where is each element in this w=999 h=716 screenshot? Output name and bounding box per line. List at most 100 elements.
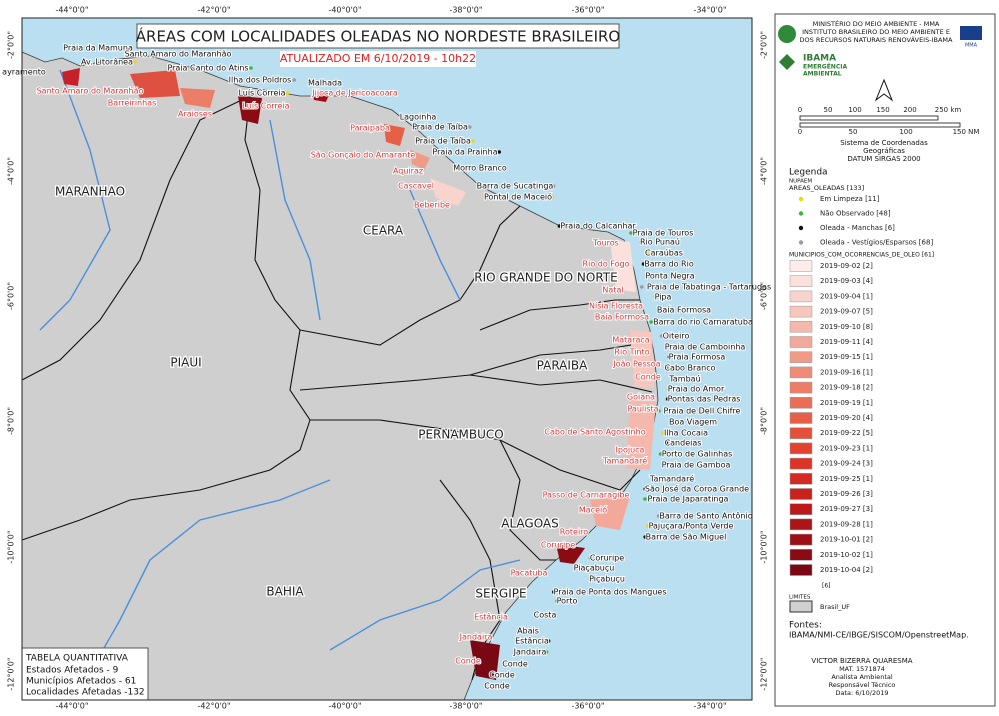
legend-label: 2019-09-27 [3] <box>820 505 873 513</box>
locality-dot <box>643 487 647 491</box>
legend-subtitle: MUNICIPIOS_COM_OCORRENCIAS_DE_OLEO [61] <box>789 252 934 259</box>
locality-label: Santo Amaro do Maranhão <box>125 50 232 59</box>
locality-dot <box>432 115 437 119</box>
locality-dot <box>661 431 665 435</box>
municipality-label: Maceió <box>579 505 607 515</box>
legend-swatch <box>789 473 813 485</box>
scale-label: 150 NM <box>953 128 980 136</box>
state-label: PARAIBA <box>537 359 589 373</box>
legend-label: 2019-09-20 [4] <box>820 414 873 422</box>
lon-tick-label: -40°0'0" <box>328 702 361 711</box>
municipality-label: Passo de Carnaragibe <box>543 491 630 500</box>
municipality-label: Conde <box>455 657 481 666</box>
scale-label: 150 <box>876 106 889 114</box>
legend-swatch <box>789 397 813 409</box>
scale-bar <box>799 115 939 121</box>
table-row: Localidades Afetadas -132 <box>26 688 145 698</box>
locality-dot <box>588 577 593 581</box>
locality-dot <box>664 345 669 349</box>
locality-dot <box>640 285 644 289</box>
legend-swatch <box>789 600 813 613</box>
legend: 0 50 100 150 200 250 km 0 50 100 150 NM Em Limpeza… <box>789 106 980 576</box>
legend-label: Oleada - Vestígios/Esparsos [68] <box>820 239 933 247</box>
locality-label: Pontas das Pedras <box>668 395 741 404</box>
rivers <box>39 69 521 691</box>
locality-label: Praia da Mamuna <box>63 44 133 53</box>
locality-dot <box>249 66 253 70</box>
legend-swatch <box>789 427 813 439</box>
locality-dot <box>523 662 527 666</box>
author: Responsável Técnico <box>829 681 896 689</box>
north-arrow <box>874 78 894 102</box>
locality-label: Conde <box>484 682 510 691</box>
locality-dot <box>656 514 661 518</box>
legend-swatch <box>789 564 813 576</box>
legend-subtitle: AREAS_OLEADAS [133] <box>789 184 864 192</box>
scale-label: 250 km <box>935 106 962 114</box>
state-label: PERNAMBUCO <box>418 428 504 442</box>
state-label: SERGIPE <box>475 587 526 601</box>
scale-bar <box>799 122 961 128</box>
state-label: MARANHAO <box>55 185 125 199</box>
locality-dot <box>666 387 671 391</box>
lon-tick-label: -36°0'0" <box>571 6 604 15</box>
locality-label: Piaçabuçu <box>574 564 615 573</box>
legend-swatch <box>789 488 813 500</box>
locality-dot <box>670 420 674 424</box>
locality-label: Av. Litorânea <box>81 58 133 67</box>
locality-label: Coruripe <box>590 554 624 563</box>
lon-tick-label: -34°0'0" <box>693 6 726 15</box>
municipality-label: Nísia Floresta <box>589 302 643 311</box>
locality-label: Pajuçara/Ponta Verde <box>649 522 734 531</box>
sources: Fontes: <box>789 621 822 631</box>
municipality-label: Cabo de Santo Agostinho <box>544 428 645 437</box>
lat-tick-label: -6°0'0" <box>7 282 16 310</box>
locality-dot <box>573 566 577 570</box>
table-title: TABELA QUANTITATIVA <box>25 654 129 664</box>
legend-label: Oleada - Manchas [6] <box>820 224 895 232</box>
lon-tick-label: -44°0'0" <box>55 702 88 711</box>
table-box <box>21 647 149 701</box>
legend-label: Não Observado [48] <box>820 210 891 218</box>
locality-label: Praia do Calcanhar <box>560 222 636 231</box>
municipality-label: Paraipaba <box>350 124 390 133</box>
locality-dot <box>651 477 655 481</box>
lon-tick-label: -38°0'0" <box>449 702 482 711</box>
locality-dot <box>505 684 509 688</box>
legend-swatch <box>789 275 813 287</box>
locality-dot <box>662 463 666 467</box>
legend-swatch <box>789 366 813 379</box>
locality-dot <box>551 184 556 188</box>
municipality-label: Roteiro <box>560 528 588 537</box>
locality-dot <box>643 535 647 539</box>
locality-dot <box>557 224 562 228</box>
locality-dot <box>641 262 646 266</box>
locality-dot <box>471 139 475 143</box>
municipality-label: Paulista <box>627 405 658 414</box>
locality-dot <box>643 497 647 501</box>
locality-label: Candeias <box>665 439 702 448</box>
locality-dot <box>664 441 669 445</box>
municipality-area <box>238 96 262 124</box>
municipality-label: Barreirinhas <box>108 99 157 108</box>
locality-dot <box>646 524 650 528</box>
locality-dot <box>645 274 649 278</box>
legend-label: Em Limpeza [11] <box>820 195 880 203</box>
municipality-label: João Pessoa <box>612 360 660 369</box>
locality-label: Oiteiro <box>663 332 690 341</box>
crs: Sistema de Coordenadas <box>840 139 928 147</box>
municipality-label: Baía Formosa <box>595 313 649 322</box>
lon-tick-label: -44°0'0" <box>55 6 88 15</box>
legend-symbol <box>798 211 804 216</box>
municipality-label: Ipojuca <box>616 446 645 455</box>
locality-label: Tamandaré <box>649 474 694 484</box>
crs: Geográficas <box>863 147 905 155</box>
lat-tick-label: -4°0'0" <box>760 157 769 185</box>
locality-label: Barra do Rio <box>644 260 694 269</box>
municipality-area <box>384 124 405 146</box>
locality-label: Boa Viagem <box>669 418 717 427</box>
locality-label: Abais <box>517 627 539 636</box>
map-frame <box>21 17 753 701</box>
lon-tick-label: -42°0'0" <box>197 6 230 15</box>
